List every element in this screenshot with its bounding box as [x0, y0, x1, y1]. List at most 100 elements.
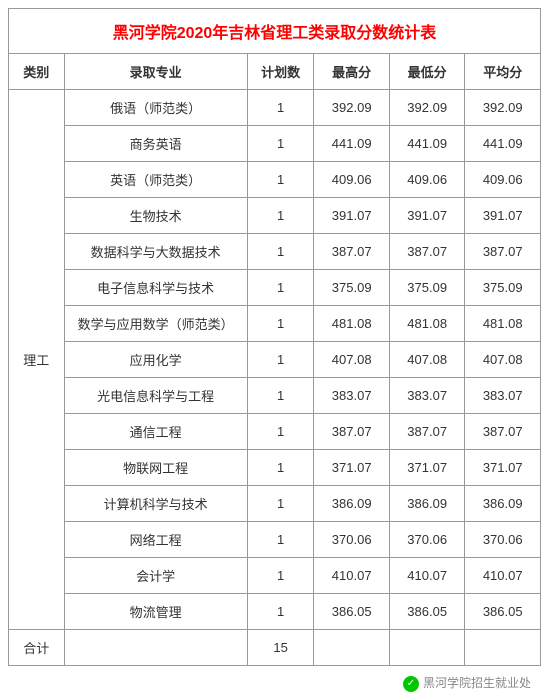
cell-avg: 386.09 — [465, 486, 541, 522]
cell-max: 409.06 — [314, 162, 390, 198]
cell-plan: 1 — [247, 270, 314, 306]
header-row: 类别 录取专业 计划数 最高分 最低分 平均分 — [9, 54, 541, 90]
table-row: 光电信息科学与工程1383.07383.07383.07 — [9, 378, 541, 414]
cell-max: 387.07 — [314, 234, 390, 270]
cell-min: 387.07 — [389, 414, 465, 450]
cell-major: 网络工程 — [64, 522, 247, 558]
cell-min: 407.08 — [389, 342, 465, 378]
table-title: 黑河学院2020年吉林省理工类录取分数统计表 — [8, 8, 541, 53]
cell-max: 370.06 — [314, 522, 390, 558]
total-empty — [389, 630, 465, 666]
cell-max: 391.07 — [314, 198, 390, 234]
table-row: 数学与应用数学（师范类）1481.08481.08481.08 — [9, 306, 541, 342]
cell-major: 英语（师范类） — [64, 162, 247, 198]
cell-max: 375.09 — [314, 270, 390, 306]
cell-plan: 1 — [247, 378, 314, 414]
table-row: 理工俄语（师范类）1392.09392.09392.09 — [9, 90, 541, 126]
cell-plan: 1 — [247, 414, 314, 450]
cell-avg: 409.06 — [465, 162, 541, 198]
cell-avg: 410.07 — [465, 558, 541, 594]
cell-avg: 407.08 — [465, 342, 541, 378]
table-row: 应用化学1407.08407.08407.08 — [9, 342, 541, 378]
table-row: 数据科学与大数据技术1387.07387.07387.07 — [9, 234, 541, 270]
cell-major: 物联网工程 — [64, 450, 247, 486]
score-table: 类别 录取专业 计划数 最高分 最低分 平均分 理工俄语（师范类）1392.09… — [8, 53, 541, 666]
cell-avg: 387.07 — [465, 414, 541, 450]
cell-major: 数据科学与大数据技术 — [64, 234, 247, 270]
table-row: 物流管理1386.05386.05386.05 — [9, 594, 541, 630]
cell-min: 370.06 — [389, 522, 465, 558]
table-row: 会计学1410.07410.07410.07 — [9, 558, 541, 594]
cell-plan: 1 — [247, 162, 314, 198]
header-avg: 平均分 — [465, 54, 541, 90]
header-max: 最高分 — [314, 54, 390, 90]
table-row: 计算机科学与技术1386.09386.09386.09 — [9, 486, 541, 522]
cell-major: 光电信息科学与工程 — [64, 378, 247, 414]
cell-plan: 1 — [247, 342, 314, 378]
cell-max: 371.07 — [314, 450, 390, 486]
cell-avg: 371.07 — [465, 450, 541, 486]
cell-max: 383.07 — [314, 378, 390, 414]
table-row: 网络工程1370.06370.06370.06 — [9, 522, 541, 558]
cell-plan: 1 — [247, 594, 314, 630]
cell-avg: 391.07 — [465, 198, 541, 234]
cell-major: 数学与应用数学（师范类） — [64, 306, 247, 342]
cell-max: 410.07 — [314, 558, 390, 594]
cell-plan: 1 — [247, 90, 314, 126]
cell-major: 俄语（师范类） — [64, 90, 247, 126]
total-empty — [465, 630, 541, 666]
header-plan: 计划数 — [247, 54, 314, 90]
cell-max: 441.09 — [314, 126, 390, 162]
header-category: 类别 — [9, 54, 65, 90]
cell-avg: 383.07 — [465, 378, 541, 414]
table-row: 英语（师范类）1409.06409.06409.06 — [9, 162, 541, 198]
cell-avg: 392.09 — [465, 90, 541, 126]
total-row: 合计 15 — [9, 630, 541, 666]
cell-major: 通信工程 — [64, 414, 247, 450]
cell-min: 375.09 — [389, 270, 465, 306]
cell-plan: 1 — [247, 486, 314, 522]
cell-min: 409.06 — [389, 162, 465, 198]
cell-avg: 481.08 — [465, 306, 541, 342]
cell-plan: 1 — [247, 126, 314, 162]
cell-max: 481.08 — [314, 306, 390, 342]
cell-plan: 1 — [247, 198, 314, 234]
cell-max: 386.09 — [314, 486, 390, 522]
cell-min: 392.09 — [389, 90, 465, 126]
cell-avg: 370.06 — [465, 522, 541, 558]
total-empty — [314, 630, 390, 666]
total-empty — [64, 630, 247, 666]
cell-max: 392.09 — [314, 90, 390, 126]
footer: ✓ 黑河学院招生就业处 — [8, 666, 541, 692]
cell-min: 387.07 — [389, 234, 465, 270]
total-plan: 15 — [247, 630, 314, 666]
cell-avg: 441.09 — [465, 126, 541, 162]
header-min: 最低分 — [389, 54, 465, 90]
cell-plan: 1 — [247, 306, 314, 342]
footer-text: 黑河学院招生就业处 — [423, 676, 531, 690]
cell-major: 会计学 — [64, 558, 247, 594]
category-cell: 理工 — [9, 90, 65, 630]
table-row: 物联网工程1371.07371.07371.07 — [9, 450, 541, 486]
wechat-icon: ✓ — [403, 676, 419, 692]
cell-plan: 1 — [247, 234, 314, 270]
table-row: 生物技术1391.07391.07391.07 — [9, 198, 541, 234]
cell-min: 410.07 — [389, 558, 465, 594]
cell-major: 物流管理 — [64, 594, 247, 630]
cell-avg: 387.07 — [465, 234, 541, 270]
cell-plan: 1 — [247, 522, 314, 558]
cell-max: 407.08 — [314, 342, 390, 378]
cell-max: 386.05 — [314, 594, 390, 630]
table-row: 商务英语1441.09441.09441.09 — [9, 126, 541, 162]
cell-min: 386.09 — [389, 486, 465, 522]
cell-max: 387.07 — [314, 414, 390, 450]
cell-min: 371.07 — [389, 450, 465, 486]
cell-min: 386.05 — [389, 594, 465, 630]
cell-avg: 375.09 — [465, 270, 541, 306]
table-row: 电子信息科学与技术1375.09375.09375.09 — [9, 270, 541, 306]
table-row: 通信工程1387.07387.07387.07 — [9, 414, 541, 450]
cell-plan: 1 — [247, 450, 314, 486]
cell-major: 生物技术 — [64, 198, 247, 234]
cell-min: 481.08 — [389, 306, 465, 342]
total-label: 合计 — [9, 630, 65, 666]
